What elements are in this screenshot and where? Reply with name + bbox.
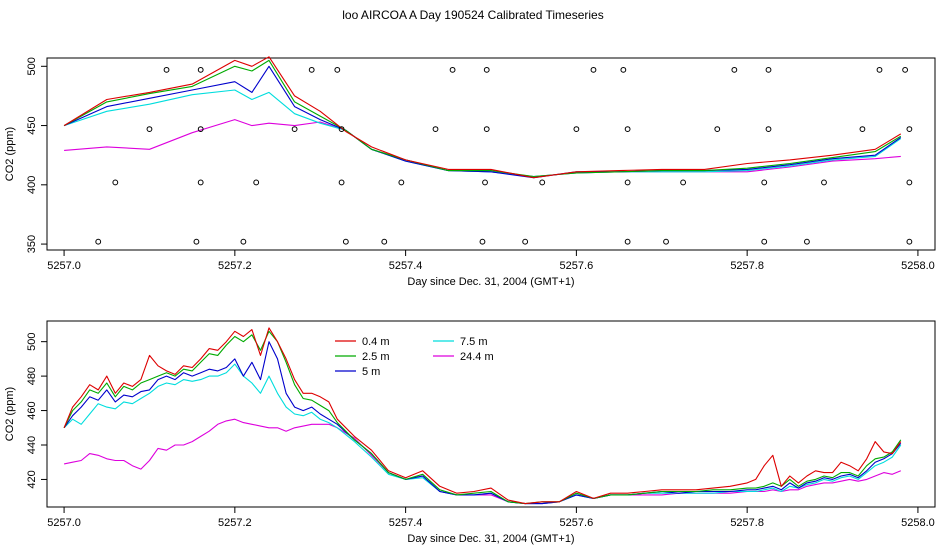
- series-line-s04: [63, 327, 902, 505]
- marker-point: [342, 238, 349, 245]
- marker-point: [240, 238, 247, 245]
- marker-point: [338, 126, 345, 133]
- marker-point: [906, 179, 913, 186]
- marker-point: [573, 126, 580, 133]
- series-line-s25: [63, 330, 902, 505]
- series-line-s75: [63, 363, 902, 505]
- top-panel: 5257.0 5257.2 5257.4 5257.6 5257.8 5258.0 350 4…: [4, 56, 936, 288]
- marker-point: [663, 238, 669, 245]
- y-axis-label: CO2 (ppm): [4, 387, 16, 441]
- y-tick-label: 440: [26, 436, 38, 454]
- marker-point: [902, 66, 909, 73]
- legend-label: 5 m: [362, 366, 380, 378]
- marker-point: [146, 126, 153, 133]
- marker-point: [821, 179, 827, 186]
- legend-label: 2.5 m: [362, 351, 390, 363]
- marker-point: [482, 179, 488, 186]
- legend-label: 24.4 m: [460, 351, 494, 363]
- marker-point: [624, 238, 631, 245]
- marker-point: [714, 126, 721, 133]
- marker-point: [906, 238, 913, 245]
- x-tick-label: 5257.8: [730, 260, 764, 272]
- marker-point: [197, 179, 204, 186]
- series-line-s5: [63, 65, 902, 179]
- marker-point: [112, 179, 119, 186]
- series-line-s5: [63, 341, 902, 505]
- series-line-s244: [63, 418, 902, 505]
- x-tick-label: 5257.4: [389, 517, 423, 529]
- marker-point: [291, 126, 298, 133]
- x-tick-label: 5257.0: [47, 260, 81, 272]
- x-tick-label: 5257.4: [389, 260, 423, 272]
- marker-point: [620, 66, 627, 73]
- legend-label: 7.5 m: [460, 336, 488, 348]
- plot-frame: [46, 320, 936, 508]
- marker-point: [906, 126, 913, 133]
- marker-point: [765, 126, 772, 133]
- marker-point: [731, 66, 738, 73]
- y-tick-label: 480: [26, 367, 38, 385]
- bottom-panel: 5257.0 5257.2 5257.4 5257.6 5257.8 5258.0 420 4…: [4, 320, 936, 545]
- marker-point: [193, 238, 200, 245]
- marker-point: [334, 66, 341, 73]
- marker-point: [398, 179, 405, 186]
- marker-point: [876, 66, 883, 73]
- x-tick-label: 5257.2: [218, 517, 252, 529]
- marker-point: [859, 126, 866, 133]
- y-tick-label: 500: [26, 332, 38, 350]
- y-tick-label: 500: [26, 57, 38, 75]
- x-tick-label: 5257.6: [560, 260, 594, 272]
- x-tick-label: 5258.0: [901, 260, 935, 272]
- marker-point: [95, 238, 102, 245]
- marker-point: [624, 126, 631, 133]
- marker-point: [197, 126, 204, 133]
- plot-frame: [46, 57, 936, 251]
- legend-label: 0.4 m: [362, 336, 390, 348]
- x-axis-label: Day since Dec. 31, 2004 (GMT+1): [407, 276, 574, 288]
- x-tick-label: 5258.0: [901, 517, 935, 529]
- y-tick-label: 460: [26, 401, 38, 419]
- marker-point: [449, 66, 456, 73]
- marker-point: [590, 66, 597, 73]
- marker-point: [765, 66, 772, 73]
- marker-point: [197, 66, 204, 73]
- marker-point: [539, 179, 546, 186]
- marker-point: [163, 66, 170, 73]
- marker-point: [522, 238, 529, 245]
- marker-point: [680, 179, 687, 186]
- marker-point: [338, 179, 345, 186]
- marker-point: [483, 66, 490, 73]
- marker-point: [381, 238, 388, 245]
- marker-point: [761, 179, 768, 186]
- x-tick-label: 5257.2: [218, 260, 252, 272]
- marker-point: [308, 66, 315, 73]
- marker-point: [253, 179, 260, 186]
- marker-point: [761, 238, 768, 245]
- series-line-s04: [63, 56, 902, 179]
- marker-point: [483, 126, 490, 133]
- series-line-s25: [63, 59, 902, 178]
- chart-title: loo AIRCOA A Day 190524 Calibrated Times…: [342, 8, 603, 22]
- marker-point: [804, 238, 810, 245]
- marker-point: [479, 238, 486, 245]
- marker-point: [624, 179, 631, 186]
- x-tick-label: 5257.0: [47, 517, 81, 529]
- marker-point: [432, 126, 439, 133]
- y-axis-label: CO2 (ppm): [4, 127, 16, 181]
- x-axis-label: Day since Dec. 31, 2004 (GMT+1): [407, 533, 574, 545]
- y-tick-label: 450: [26, 116, 38, 134]
- x-tick-label: 5257.8: [730, 517, 764, 529]
- y-tick-label: 420: [26, 470, 38, 488]
- y-tick-label: 350: [26, 235, 38, 253]
- y-tick-label: 400: [26, 176, 38, 194]
- x-tick-label: 5257.6: [560, 517, 594, 529]
